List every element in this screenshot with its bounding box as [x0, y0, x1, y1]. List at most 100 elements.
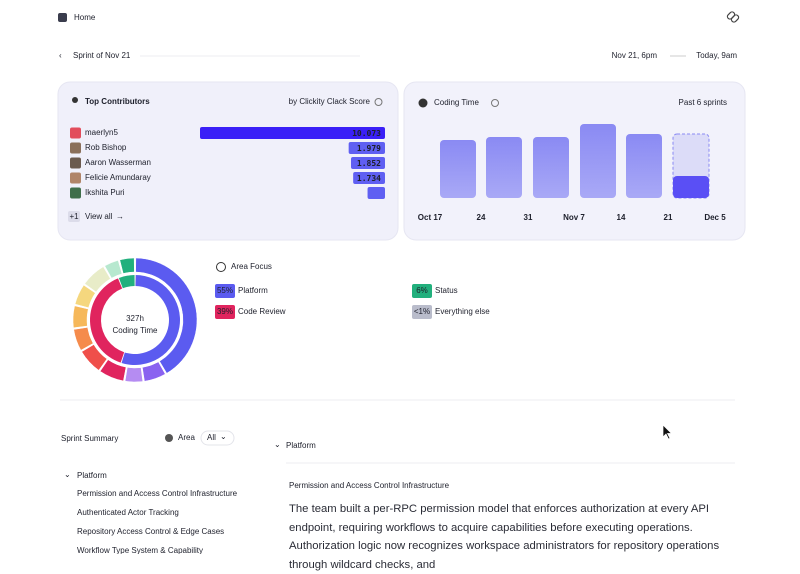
donut-total: 327h — [126, 314, 144, 323]
score-bar — [348, 142, 385, 154]
contributor-name: Aaron Wasserman — [85, 158, 151, 167]
info-icon[interactable] — [374, 98, 383, 106]
detail-heading: Permission and Access Control Infrastruc… — [289, 481, 450, 490]
score-label: 1.734 — [357, 174, 381, 183]
share-label: 55% — [217, 286, 233, 295]
back-caret[interactable]: ‹ — [59, 51, 62, 60]
tree-item[interactable]: Workflow Type System & Capability — [77, 546, 203, 554]
dashboard: Home ‹ Sprint of Nov 21 Nov 21, 6pm Toda… — [57, 11, 746, 554]
arrow-icon: → — [116, 212, 124, 221]
share-badge — [412, 284, 432, 298]
filter-select[interactable] — [200, 430, 235, 446]
area-name: Code Review — [238, 307, 286, 316]
donut-segment — [89, 278, 125, 363]
donut-segment — [118, 275, 135, 289]
x-label: 31 — [524, 213, 533, 222]
range-link[interactable]: Past 6 sprints — [679, 98, 727, 107]
timer-icon — [418, 98, 428, 108]
bar — [626, 134, 662, 198]
tree-group[interactable]: Platform — [77, 471, 107, 480]
card-title: Coding Time — [434, 98, 479, 107]
detail-group: Platform — [286, 441, 316, 450]
donut-total-label: Coding Time — [113, 326, 158, 335]
share-badge — [215, 305, 235, 319]
x-label: 24 — [477, 213, 486, 222]
card-subtitle: by Clickity Clack Score — [289, 97, 371, 106]
share-label: <1% — [414, 307, 430, 316]
outer-segment — [84, 266, 111, 293]
avatar — [70, 127, 81, 139]
score-bar — [200, 127, 385, 139]
contributor-name: maerlyn5 — [85, 128, 118, 137]
view-all[interactable]: View all — [85, 212, 113, 221]
card-title: Top Contributors — [85, 97, 150, 106]
area-icon — [165, 434, 173, 442]
avatar — [70, 157, 81, 169]
avatar — [70, 172, 81, 184]
outer-segment — [124, 367, 144, 383]
contributor-name: Felicie Amundaray — [85, 173, 151, 182]
page: Home ‹ Sprint of Nov 21 Nov 21, 6pm Toda… — [57, 11, 746, 571]
area-name: Everything else — [435, 307, 490, 316]
section-title: Area Focus — [231, 262, 272, 271]
bar — [486, 137, 522, 198]
outer-segment — [81, 344, 108, 371]
x-label: Oct 17 — [418, 213, 443, 222]
x-label: Dec 5 — [704, 213, 726, 222]
outer-segment — [135, 257, 198, 374]
score-bar — [353, 172, 385, 184]
detail-body: The team built a per-RPC permission mode… — [289, 503, 720, 571]
current-bar — [673, 176, 709, 198]
score-label: 10.073 — [352, 129, 381, 138]
share-badge — [215, 284, 235, 298]
score-bar — [367, 187, 385, 199]
share-label: 39% — [217, 307, 233, 316]
outer-segment — [72, 305, 89, 329]
score-label: 1.979 — [357, 144, 381, 153]
more-badge — [68, 211, 80, 222]
focus-icon — [216, 262, 226, 272]
area-name: Platform — [238, 286, 268, 295]
share-badge — [412, 305, 432, 319]
avatar — [70, 142, 81, 154]
filter-label: Area — [178, 433, 195, 442]
link-icon[interactable] — [726, 11, 740, 23]
outer-segment — [74, 284, 96, 309]
outer-segment — [104, 260, 123, 279]
contributor-name: Rob Bishop — [85, 143, 127, 152]
outer-segment — [119, 257, 135, 274]
home-link[interactable]: Home — [74, 13, 96, 22]
people-icon — [72, 97, 78, 103]
chevron[interactable]: ⌄ — [64, 470, 71, 479]
outer-segment — [73, 327, 94, 351]
sprint-start: Nov 21, 6pm — [612, 51, 658, 60]
tree-item[interactable]: Authenticated Actor Tracking — [77, 508, 179, 517]
tree-item[interactable]: Repository Access Control & Edge Cases — [77, 527, 224, 536]
filter-value[interactable]: All — [207, 433, 216, 442]
chevron: ⌄ — [220, 432, 227, 441]
coding-time-card — [403, 81, 746, 241]
x-label: Nov 7 — [563, 213, 585, 222]
share-label: 6% — [416, 286, 428, 295]
sprint-end: Today, 9am — [696, 51, 737, 60]
cursor — [662, 424, 673, 440]
more-count: +1 — [69, 212, 79, 221]
tree-item[interactable]: Permission and Access Control Infrastruc… — [77, 489, 238, 498]
x-label: 21 — [664, 213, 673, 222]
info-icon[interactable] — [491, 99, 499, 107]
outer-segment — [142, 361, 166, 382]
bar — [440, 140, 476, 198]
score-label: 1.852 — [357, 159, 381, 168]
sprint-name: Sprint of Nov 21 — [73, 51, 131, 60]
contributors-card — [57, 81, 399, 241]
score-bar — [350, 157, 385, 169]
home-icon[interactable] — [58, 13, 67, 22]
x-label: 14 — [617, 213, 626, 222]
outer-segment — [99, 359, 127, 382]
avatar — [70, 187, 81, 199]
bar — [533, 137, 569, 198]
donut-segment — [135, 275, 136, 287]
chevron[interactable]: ⌄ — [274, 440, 281, 449]
section-title: Sprint Summary — [61, 434, 118, 443]
area-name: Status — [435, 286, 458, 295]
